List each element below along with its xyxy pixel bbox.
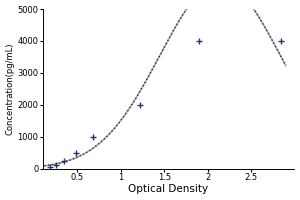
Y-axis label: Concentration(pg/mL): Concentration(pg/mL) (6, 43, 15, 135)
X-axis label: Optical Density: Optical Density (128, 184, 208, 194)
